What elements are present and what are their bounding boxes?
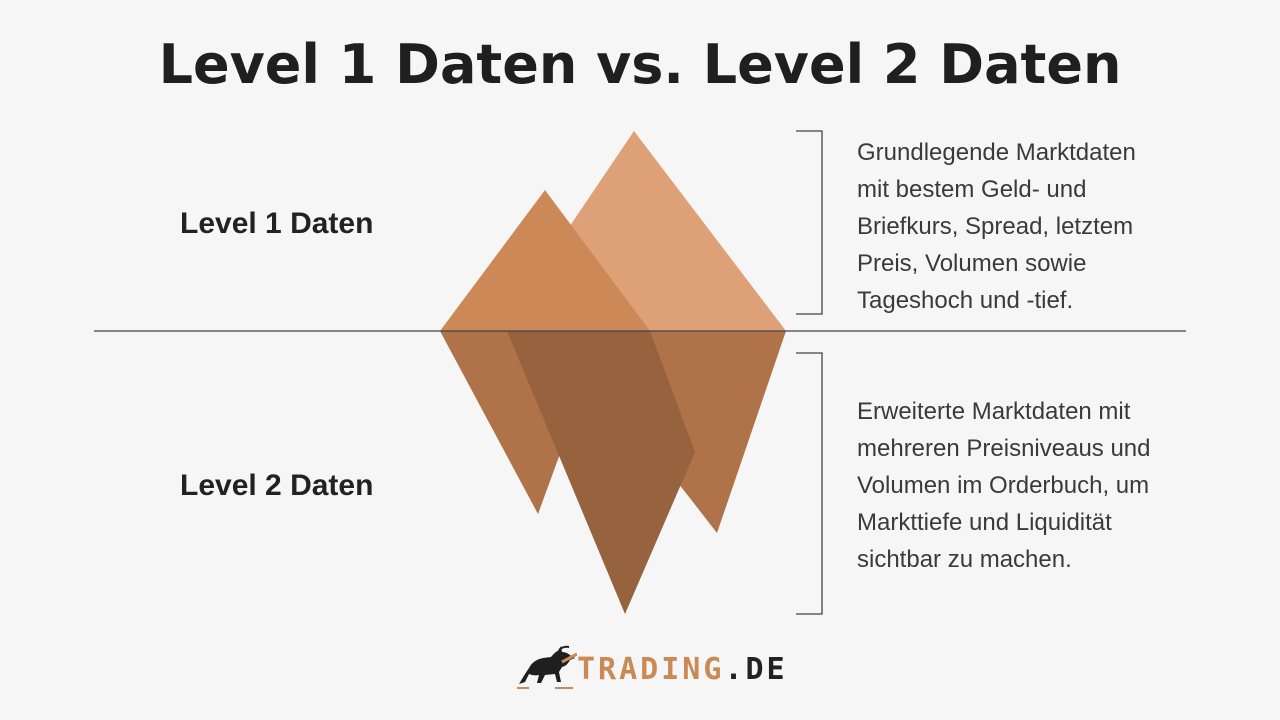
level-1-description-line: Briefkurs, Spread, letztem: [857, 213, 1134, 240]
bracket-level-1: [796, 130, 823, 315]
level-2-description-line: Volumen im Orderbuch, um: [857, 472, 1150, 499]
level-1-description: Grundlegende Marktdaten mit bestem Geld-…: [857, 134, 1197, 319]
level-2-description-line: mehreren Preisniveaus und: [857, 435, 1151, 462]
level-2-description-line: Markttiefe und Liquidität: [857, 509, 1112, 536]
level-2-description-line: Erweiterte Marktdaten mit: [857, 398, 1131, 425]
level-1-description-line: mit bestem Geld- und: [857, 176, 1087, 203]
level-1-description-line: Tageshoch und -tief.: [857, 287, 1074, 314]
bracket-level-2: [796, 352, 823, 615]
iceberg-peak-small: [440, 190, 650, 331]
page-title: Level 1 Daten vs. Level 2 Daten: [158, 33, 1122, 96]
trading-de-logo: TRADING.DE: [515, 644, 785, 694]
level-1-label: Level 1 Daten: [180, 207, 374, 240]
level-2-description-line: sichtbar zu machen.: [857, 546, 1072, 573]
level-2-description: Erweiterte Marktdaten mit mehreren Preis…: [857, 393, 1197, 578]
logo-tld: .DE: [724, 652, 788, 687]
level-2-label: Level 2 Daten: [180, 469, 374, 502]
logo-wordmark: TRADING.DE: [577, 652, 788, 688]
iceberg-underwater-center: [507, 331, 695, 614]
level-1-description-line: Preis, Volumen sowie: [857, 250, 1087, 277]
bull-icon: [517, 645, 577, 689]
logo-brand: TRADING: [577, 652, 725, 687]
level-1-description-line: Grundlegende Marktdaten: [857, 139, 1136, 166]
